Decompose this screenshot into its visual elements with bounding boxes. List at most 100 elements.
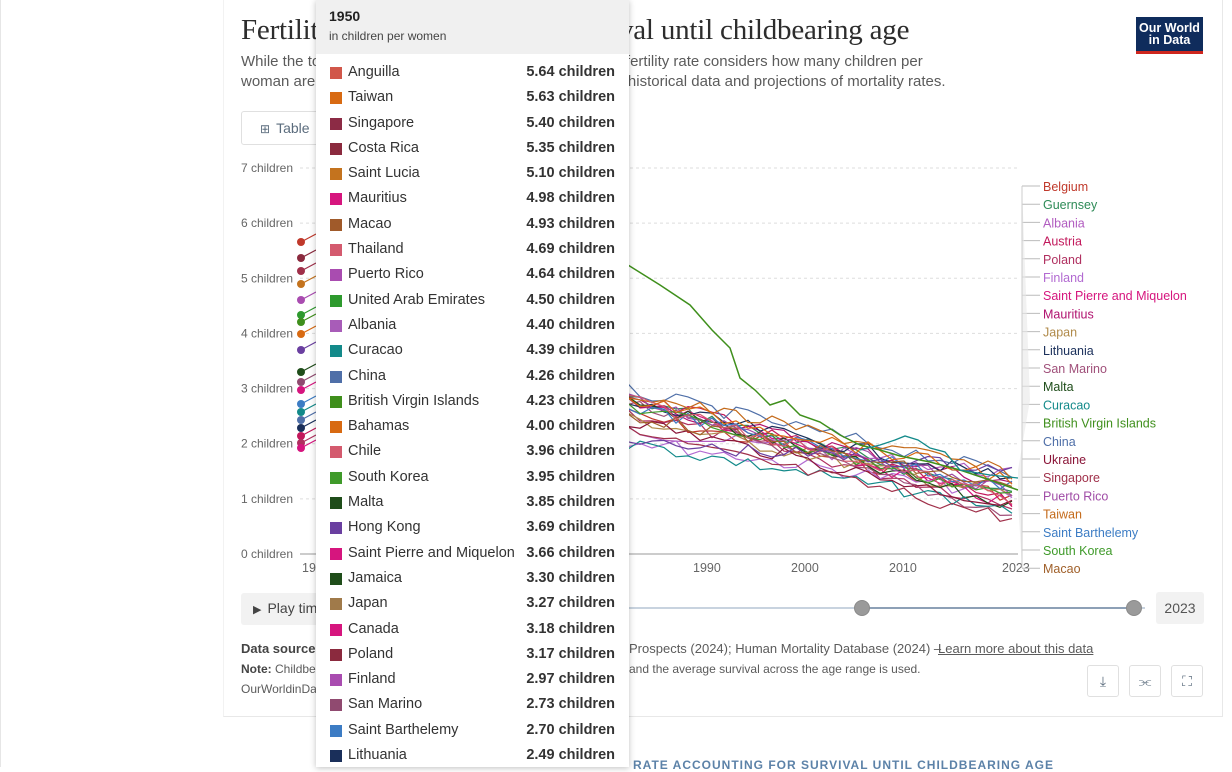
series-start-dot[interactable] [297,368,305,376]
tooltip-row: Bahamas 4.00 children [316,415,629,440]
tooltip-row: Chile 3.96 children [316,440,629,465]
tooltip-row: Albania 4.40 children [316,314,629,339]
legend-label[interactable]: China [1043,435,1076,449]
data-source: Data source: [241,641,320,656]
hover-tooltip: 1950 in children per women Anguilla 5.64 … [316,0,629,767]
share-button[interactable]: ⫘ [1129,665,1161,697]
legend-label[interactable]: Finland [1043,271,1084,285]
series-swatch [330,547,342,560]
tooltip-country-name: British Virgin Islands [348,392,480,409]
legend-label[interactable]: Taiwan [1043,508,1082,522]
legend-label[interactable]: Belgium [1043,180,1088,194]
play-timelapse-button[interactable]: ▶ Play time-lapse [241,593,325,625]
series-start-dot[interactable] [297,424,305,432]
series-swatch [330,345,342,358]
series-swatch [330,294,342,307]
learn-more-link[interactable]: Learn more about this data [938,641,1094,656]
series-swatch [330,142,342,155]
legend-label[interactable]: Austria [1043,235,1082,249]
series-start-dot[interactable] [297,267,305,275]
tooltip-country-name: Bahamas [348,418,410,435]
series-start-dot[interactable] [297,318,305,326]
series-start-dot[interactable] [297,330,305,338]
timeline-start-handle[interactable] [854,600,870,616]
series-start-dot[interactable] [297,311,305,319]
series-line [627,412,1013,497]
legend-label[interactable]: Guernsey [1043,198,1098,212]
fullscreen-icon: ⛶ [1182,673,1192,689]
tooltip-row: Canada 3.18 children [316,618,629,643]
series-start-dot[interactable] [297,408,305,416]
owid-logo[interactable]: Our World in Data [1136,17,1203,54]
tooltip-unit: in children per women [329,29,447,43]
legend-label[interactable]: Ukraine [1043,453,1086,467]
series-start-dot[interactable] [297,386,305,394]
tooltip-country-name: Saint Barthelemy [348,721,459,738]
series-swatch [330,598,342,611]
tooltip-country-name: Mauritius [348,190,407,207]
series-swatch [330,218,342,231]
timeline-slider[interactable] [600,600,1180,616]
tooltip-country-value: 3.17 children [526,645,615,662]
download-button[interactable]: ⤓ [1087,665,1119,697]
x-axis-labels: 19 1990 2000 2010 2023 [302,561,1030,575]
tooltip-country-value: 2.49 children [526,747,615,764]
share-icon: ⫘ [1138,673,1152,689]
series-start-dot[interactable] [297,238,305,246]
legend-label[interactable]: Singapore [1043,471,1100,485]
series-line [627,409,1013,510]
play-icon: ▶ [253,604,262,616]
legend-bracket [1018,186,1030,568]
tooltip-country-value: 4.98 children [526,190,615,207]
tooltip-country-name: Finland [348,671,396,688]
tooltip-country-value: 5.35 children [526,139,615,156]
series-start-dot[interactable] [297,254,305,262]
series-start-dot[interactable] [297,400,305,408]
tooltip-row: Lithuania 2.49 children [316,744,629,767]
series-start-dot[interactable] [297,416,305,424]
series-swatch [330,319,342,332]
series-start-dot[interactable] [297,432,305,440]
tooltip-row: South Korea 3.95 children [316,466,629,491]
series-start-dot[interactable] [297,444,305,452]
tooltip-row: Japan 3.27 children [316,592,629,617]
play-label: Play time-lapse [267,600,325,616]
legend-label[interactable]: Mauritius [1043,307,1094,321]
legend-label[interactable]: San Marino [1043,362,1107,376]
series-start-dot[interactable] [297,346,305,354]
legend-label[interactable]: Poland [1043,253,1082,267]
tooltip-country-name: Thailand [348,241,404,258]
logo-line-1: Our World [1139,21,1200,35]
series-swatch [330,724,342,737]
legend-label[interactable]: Saint Pierre and Miquelon [1043,289,1187,303]
series-swatch [330,92,342,105]
legend-label[interactable]: Lithuania [1043,344,1094,358]
timeline-end-handle[interactable] [1126,600,1142,616]
end-year-label[interactable]: 2023 [1156,592,1204,624]
page-edge [0,0,1,767]
legend-label[interactable]: Saint Barthelemy [1043,526,1139,540]
legend-label[interactable]: Malta [1043,380,1074,394]
legend-label[interactable]: Macao [1043,562,1081,576]
legend-label[interactable]: Albania [1043,216,1085,230]
legend-label[interactable]: South Korea [1043,544,1113,558]
tooltip-country-value: 2.97 children [526,671,615,688]
tooltip-country-value: 5.64 children [526,64,615,80]
legend-label[interactable]: British Virgin Islands [1043,417,1156,431]
tooltip-row: United Arab Emirates 4.50 children [316,289,629,314]
tooltip-country-value: 4.64 children [526,266,615,283]
legend-label[interactable]: Puerto Rico [1043,489,1108,503]
tooltip-country-value: 3.69 children [526,519,615,536]
tooltip-country-name: Jamaica [348,569,402,586]
fullscreen-button[interactable]: ⛶ [1171,665,1203,697]
series-start-dot[interactable] [297,296,305,304]
y-tick-label: 4 children [241,326,293,340]
series-start-dot[interactable] [297,280,305,288]
series-start-dot[interactable] [297,378,305,386]
tooltip-row: Jamaica 3.30 children [316,567,629,592]
legend-label[interactable]: Curacao [1043,398,1090,412]
tooltip-header: 1950 in children per women [316,0,629,54]
tooltip-row: Costa Rica 5.35 children [316,137,629,162]
series-swatch [330,446,342,459]
legend-label[interactable]: Japan [1043,326,1077,340]
